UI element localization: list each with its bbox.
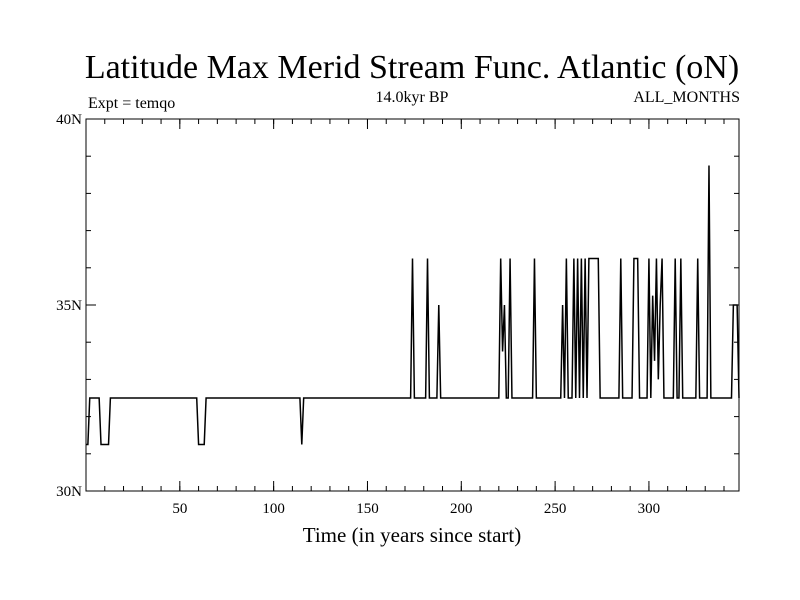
y-tick-label: 40N bbox=[56, 112, 82, 128]
experiment-label: Expt = temqo bbox=[88, 95, 175, 112]
x-tick-label: 200 bbox=[450, 501, 473, 517]
x-tick-label: 100 bbox=[262, 501, 285, 517]
x-axis-label: Time (in years since start) bbox=[303, 523, 522, 547]
y-tick-label: 35N bbox=[56, 298, 82, 314]
months-label: ALL_MONTHS bbox=[633, 89, 740, 106]
x-axis: 50 100 150 200 250 300 bbox=[104, 119, 725, 517]
x-tick-label: 250 bbox=[544, 501, 567, 517]
period-label: 14.0kyr BP bbox=[376, 89, 449, 106]
x-tick-label: 50 bbox=[172, 501, 187, 517]
series-layer bbox=[86, 165, 740, 446]
y-tick-label: 30N bbox=[56, 484, 82, 500]
y-axis: 30N 35N 40N bbox=[56, 112, 739, 500]
chart-title: Latitude Max Merid Stream Func. Atlantic… bbox=[85, 49, 739, 86]
x-tick-label: 150 bbox=[356, 501, 379, 517]
series-line bbox=[86, 165, 740, 446]
x-tick-label: 300 bbox=[638, 501, 661, 517]
